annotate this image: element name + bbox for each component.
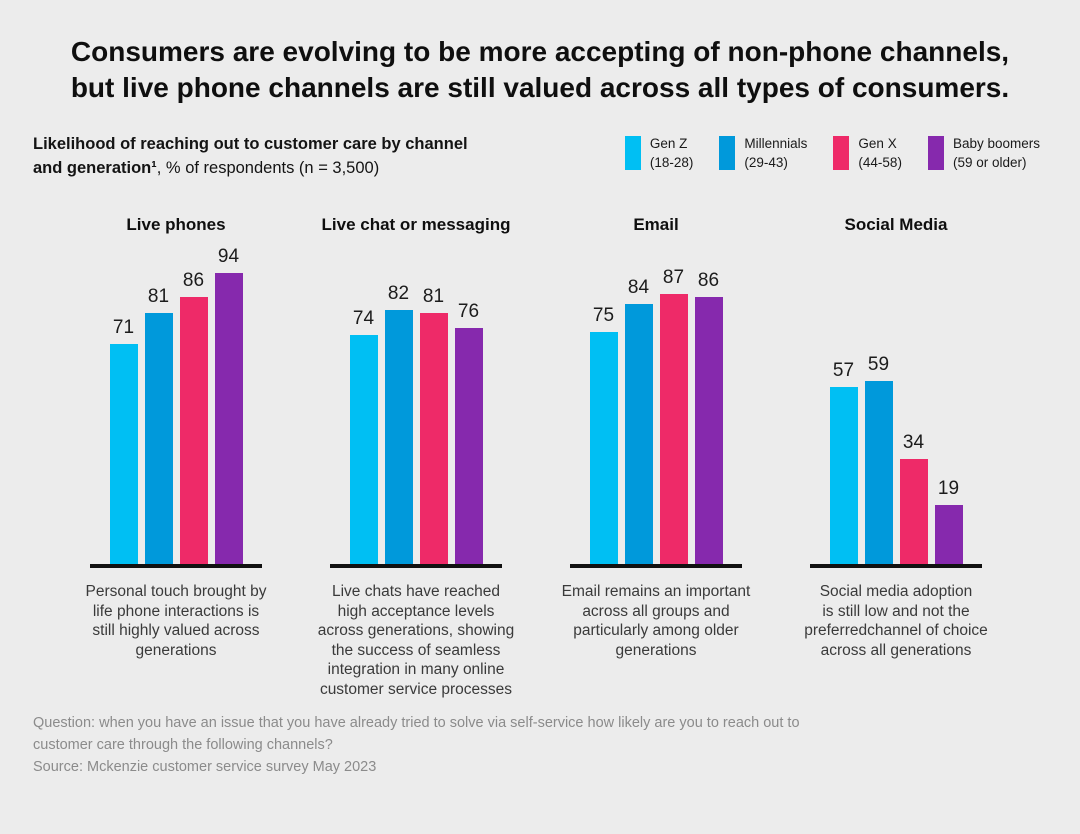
bar <box>419 312 448 564</box>
legend-label-gen-x: Gen X (44-58) <box>858 134 902 172</box>
bar-value-label: 71 <box>112 316 135 338</box>
bar-baby-boomers: 94 <box>214 245 243 564</box>
group-title: Live phones <box>126 215 226 234</box>
x-axis-line <box>330 564 502 568</box>
bar-value-label: 57 <box>832 360 855 382</box>
bar-value-label: 86 <box>697 270 720 292</box>
group-caption: Personal touch brought by life phone int… <box>85 583 267 659</box>
bar <box>179 297 208 564</box>
bar <box>144 312 173 564</box>
legend-range: (59 or older) <box>952 155 1027 170</box>
bar-plot: 74 82 81 76 <box>349 244 483 564</box>
bar-millennials: 59 <box>864 354 893 564</box>
bar <box>934 505 963 564</box>
bar-value-label: 19 <box>937 478 960 500</box>
bar-value-label: 81 <box>147 285 170 307</box>
group-caption: Social media adoption is still low and n… <box>804 583 988 659</box>
chart-group-email: Email 75 84 87 86 Email remains an impor… <box>542 214 770 699</box>
bar-value-label: 82 <box>387 282 410 304</box>
legend-label-millennials: Millennials (29-43) <box>744 134 807 172</box>
group-caption: Email remains an important across all gr… <box>561 583 751 659</box>
bar <box>589 331 618 564</box>
meta-row: Likelihood of reaching out to customer c… <box>0 132 1080 180</box>
bar-gen-x: 34 <box>899 431 928 564</box>
bar-plot: 57 59 34 19 <box>829 244 963 564</box>
bar <box>109 343 138 564</box>
bar-value-label: 86 <box>182 270 205 292</box>
bar-baby-boomers: 19 <box>934 478 963 564</box>
legend-name: Millennials <box>744 136 808 151</box>
legend-item-millennials: Millennials (29-43) <box>719 134 807 172</box>
bar <box>624 303 653 564</box>
bar-plot: 75 84 87 86 <box>589 244 723 564</box>
legend-name: Gen Z <box>649 136 688 151</box>
legend-swatch-baby-boomers <box>927 136 944 170</box>
bar-baby-boomers: 86 <box>694 270 723 564</box>
bar <box>214 272 243 564</box>
bar-gen-z: 57 <box>829 360 858 564</box>
bar <box>899 458 928 564</box>
bar <box>864 381 893 564</box>
subtitle-line2-rest: , % of respondents (n = 3,500) <box>156 159 380 177</box>
bar-gen-z: 71 <box>109 316 138 564</box>
chart-groups: Live phones 71 81 86 94 Personal touch b… <box>0 214 1080 699</box>
subtitle-line2-bold: and generation¹ <box>33 159 157 177</box>
bar-value-label: 76 <box>457 301 480 323</box>
legend-item-gen-x: Gen X (44-58) <box>833 134 902 172</box>
legend-swatch-gen-z <box>624 136 641 170</box>
bar-value-label: 34 <box>902 431 925 453</box>
legend-name: Gen X <box>858 136 897 151</box>
legend-swatch-gen-x <box>833 136 850 170</box>
bar-millennials: 84 <box>624 276 653 564</box>
bar-value-label: 84 <box>627 276 650 298</box>
legend-name: Baby boomers <box>952 136 1040 151</box>
bar-gen-x: 86 <box>179 270 208 564</box>
legend-item-gen-z: Gen Z (18-28) <box>624 134 694 172</box>
bar <box>694 297 723 564</box>
x-axis-line <box>570 564 742 568</box>
legend-range: (44-58) <box>858 155 902 170</box>
bar <box>384 309 413 564</box>
page-title: Consumers are evolving to be more accept… <box>70 36 1010 103</box>
bar-millennials: 82 <box>384 282 413 564</box>
footnote-source: Source: Mckenzie customer service survey… <box>33 759 377 775</box>
bar-value-label: 94 <box>217 245 240 267</box>
bar-gen-z: 74 <box>349 307 378 564</box>
subtitle-line1: Likelihood of reaching out to customer c… <box>33 135 468 153</box>
chart-group-live-chat: Live chat or messaging 74 82 81 76 Live … <box>302 214 530 699</box>
legend-range: (29-43) <box>744 155 788 170</box>
group-title: Live chat or messaging <box>321 215 511 234</box>
bar <box>829 387 858 564</box>
chart-group-live-phones: Live phones 71 81 86 94 Personal touch b… <box>62 214 290 699</box>
legend: Gen Z (18-28) Millennials (29-43) Gen X … <box>624 132 1040 172</box>
legend-label-baby-boomers: Baby boomers (59 or older) <box>953 134 1040 172</box>
chart-group-social-media: Social Media 57 59 34 19 Social media ad… <box>782 214 1010 699</box>
bar <box>659 294 688 564</box>
group-caption: Live chats have reached high acceptance … <box>317 583 515 698</box>
bar <box>454 328 483 564</box>
bar-value-label: 81 <box>422 285 445 307</box>
x-axis-line <box>90 564 262 568</box>
x-axis-line <box>810 564 982 568</box>
footnote: Question: when you have an issue that yo… <box>33 712 800 778</box>
bar-gen-z: 75 <box>589 304 618 564</box>
bar-millennials: 81 <box>144 285 173 564</box>
footnote-question: Question: when you have an issue that yo… <box>33 715 800 753</box>
group-title: Email <box>633 215 679 234</box>
bar-plot: 71 81 86 94 <box>109 244 243 564</box>
bar-value-label: 74 <box>352 307 375 329</box>
group-title: Social Media <box>844 215 948 234</box>
legend-label-gen-z: Gen Z (18-28) <box>650 134 694 172</box>
legend-range: (18-28) <box>649 155 694 170</box>
bar-gen-x: 81 <box>419 285 448 564</box>
bar-value-label: 75 <box>592 304 615 326</box>
legend-item-baby-boomers: Baby boomers (59 or older) <box>927 134 1040 172</box>
bar-value-label: 87 <box>662 267 685 289</box>
bar <box>349 334 378 564</box>
legend-swatch-millennials <box>719 136 736 170</box>
bar-baby-boomers: 76 <box>454 301 483 564</box>
bar-gen-x: 87 <box>659 267 688 564</box>
bar-value-label: 59 <box>867 354 890 376</box>
chart-subtitle: Likelihood of reaching out to customer c… <box>33 132 468 180</box>
